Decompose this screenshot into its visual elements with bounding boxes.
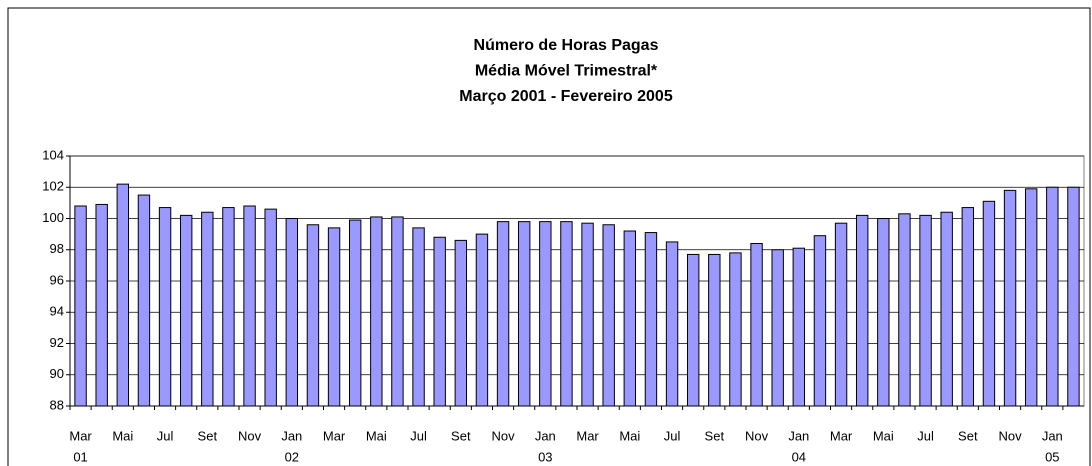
x-tick-label: Jan [1042,428,1063,443]
y-tick-label: 104 [42,147,64,162]
x-tick-label: Set [451,428,471,443]
y-tick-label: 92 [50,335,64,350]
x-tick-label: Jan [281,428,302,443]
bar [623,230,637,407]
bar [560,221,573,407]
x-year-label: 03 [538,449,552,464]
y-tick-label: 90 [50,366,64,381]
bar [602,224,615,407]
bar [412,227,425,407]
x-tick-label: Jan [788,428,809,443]
bar [771,249,784,407]
bar [940,211,953,407]
x-tick-label: Mai [112,428,133,443]
bar [898,213,911,407]
bar [158,207,172,407]
bar [813,235,827,407]
bar [496,221,510,407]
bar [1046,186,1059,407]
x-tick-label: Mar [69,428,92,443]
bar [95,203,108,407]
bar [982,200,996,407]
x-tick-label: Jan [535,428,556,443]
bar [644,232,658,407]
y-tick-label: 102 [42,179,64,194]
bar [1067,186,1080,407]
bar [665,241,679,407]
bar [1003,189,1017,407]
bar [729,252,742,407]
bar [433,236,446,407]
y-tick-label: 96 [50,272,64,287]
bar [877,218,890,407]
bar [855,214,869,407]
bar [834,222,848,407]
bar [391,216,404,407]
bar [222,207,235,407]
bar [581,222,594,407]
bar [961,207,975,407]
bar [264,208,277,407]
bar [243,205,256,407]
bar [179,214,193,407]
x-tick-label: Jul [410,428,427,443]
chart-title: Março 2001 - Fevereiro 2005 [459,88,673,105]
bar [539,221,552,407]
x-tick-label: Mar [576,428,599,443]
bar [370,216,383,407]
x-tick-label: Nov [238,428,262,443]
x-tick-label: Jul [917,428,934,443]
y-tick-label: 94 [50,304,64,319]
bar [1024,188,1038,407]
x-tick-label: Set [958,428,978,443]
x-year-label: 05 [1045,449,1059,464]
bar [285,218,299,407]
x-tick-label: Mai [873,428,894,443]
chart-title: Número de Horas Pagas [474,37,659,54]
bar [116,183,130,407]
x-tick-label: Nov [745,428,769,443]
bar [517,221,531,407]
bar [454,239,468,407]
bar [137,194,151,407]
bar [327,227,341,407]
x-tick-label: Nov [999,428,1023,443]
x-year-label: 04 [792,449,806,464]
bar [348,219,362,407]
bar [306,224,320,407]
x-tick-label: Mar [323,428,346,443]
y-tick-label: 100 [42,210,64,225]
bar [686,253,700,407]
x-tick-label: Set [198,428,218,443]
x-tick-label: Nov [492,428,516,443]
x-year-label: 01 [73,449,87,464]
x-tick-label: Mai [619,428,640,443]
chart-border [7,7,1091,466]
y-tick-label: 88 [50,397,64,412]
bar [201,211,214,407]
x-year-label: 02 [285,449,299,464]
bar [750,243,763,407]
bar [792,247,806,407]
bar [475,233,489,407]
chart-title: Média Móvel Trimestral* [475,63,658,80]
x-tick-label: Set [705,428,725,443]
y-tick-label: 98 [50,241,64,256]
x-tick-label: Jul [157,428,174,443]
x-tick-label: Mar [830,428,853,443]
bar [919,214,932,407]
bar [708,253,721,407]
x-tick-label: Mai [366,428,387,443]
x-tick-label: Jul [664,428,681,443]
bar [74,205,87,407]
